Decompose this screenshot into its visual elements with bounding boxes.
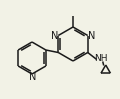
Text: N: N (87, 30, 95, 40)
Text: NH: NH (94, 54, 108, 63)
Text: N: N (51, 30, 58, 40)
Text: N: N (29, 72, 36, 82)
